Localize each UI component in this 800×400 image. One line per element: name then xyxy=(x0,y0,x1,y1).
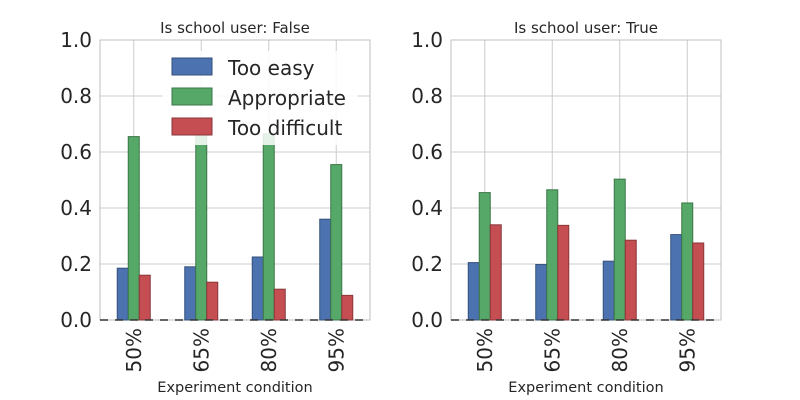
legend-label: Too difficult xyxy=(227,116,342,140)
bar-appropriate-80pct xyxy=(613,178,626,321)
bar-too-easy-95pct xyxy=(319,218,332,321)
legend-label: Too easy xyxy=(227,56,315,80)
x-tick-label: 95% xyxy=(324,328,348,372)
bar-appropriate-80pct xyxy=(262,133,275,321)
bar-too-difficult-95pct xyxy=(692,242,705,321)
y-tick-label: 0.4 xyxy=(60,196,92,220)
bar-appropriate-95pct xyxy=(681,202,694,321)
bar-appropriate-50pct xyxy=(127,136,140,321)
x-tick-label: 95% xyxy=(675,328,699,372)
bar-too-easy-65pct xyxy=(184,266,197,321)
y-tick-label: 0.8 xyxy=(60,84,92,108)
y-tick-label: 1.0 xyxy=(60,28,92,52)
y-tick-label: 0.8 xyxy=(411,84,443,108)
x-tick-label: 80% xyxy=(608,328,632,372)
y-tick-label: 0.0 xyxy=(411,308,443,332)
bar-too-easy-50pct xyxy=(116,267,129,321)
x-axis-label: Experiment condition xyxy=(157,380,312,396)
legend: Too easy Appropriate Too difficult xyxy=(162,51,358,145)
legend-swatch-too-difficult xyxy=(171,117,213,136)
bar-too-difficult-50pct xyxy=(138,274,151,321)
bar-appropriate-95pct xyxy=(330,164,343,321)
bar-too-difficult-80pct xyxy=(624,239,637,321)
bar-too-easy-50pct xyxy=(467,262,480,321)
bar-too-difficult-65pct xyxy=(557,224,570,321)
x-axis-label: Experiment condition xyxy=(508,380,663,396)
x-tick-label: 65% xyxy=(540,328,564,372)
bar-too-difficult-95pct xyxy=(341,294,354,321)
legend-swatch-too-easy xyxy=(171,57,213,76)
x-tick-label: 65% xyxy=(189,328,213,372)
y-tick-label: 0.2 xyxy=(411,252,443,276)
y-tick-label: 0.4 xyxy=(411,196,443,220)
bar-appropriate-65pct xyxy=(546,189,559,321)
y-tick-label: 0.2 xyxy=(60,252,92,276)
bar-too-difficult-50pct xyxy=(489,224,502,321)
bar-appropriate-50pct xyxy=(478,192,491,321)
x-tick-label: 80% xyxy=(257,328,281,372)
y-tick-label: 0.6 xyxy=(60,140,92,164)
bar-too-easy-95pct xyxy=(670,234,683,321)
bar-too-easy-80pct xyxy=(251,256,264,321)
x-tick-label: 50% xyxy=(473,328,497,372)
subplot-title: Is school user: False xyxy=(160,19,310,37)
subplot-title: Is school user: True xyxy=(514,19,658,37)
bar-too-easy-80pct xyxy=(602,260,615,321)
x-tick-label: 50% xyxy=(122,328,146,372)
legend-label: Appropriate xyxy=(228,86,346,110)
y-tick-label: 0.0 xyxy=(60,308,92,332)
bar-too-difficult-65pct xyxy=(206,281,219,321)
subplot-school-user-true: Is school user: True Experiment conditio… xyxy=(411,19,722,396)
y-tick-label: 1.0 xyxy=(411,28,443,52)
bar-too-easy-65pct xyxy=(535,264,548,321)
bar-too-difficult-80pct xyxy=(273,288,286,321)
y-tick-label: 0.6 xyxy=(411,140,443,164)
bar-appropriate-65pct xyxy=(195,133,208,321)
legend-swatch-appropriate xyxy=(171,87,213,106)
